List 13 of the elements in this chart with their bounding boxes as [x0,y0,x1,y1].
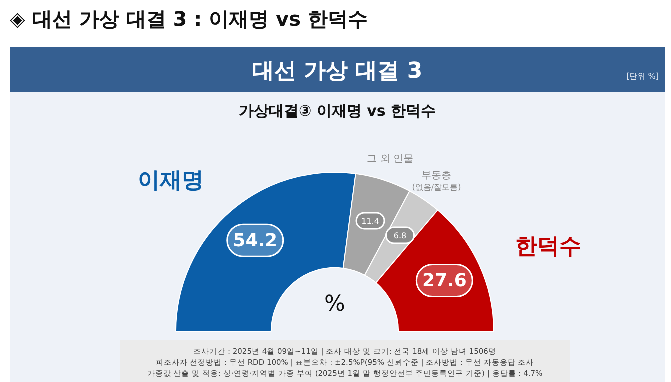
chart-title: ◈ 대선 가상 대결 3 : 이재명 vs 한덕수 [10,6,368,33]
chart-subtitle: 대선 가상 대결 3 [252,59,423,84]
slice-label: 한덕수 [516,234,582,260]
data-label: 54.2 [233,230,278,252]
slice-label: 그 외 인물 [367,154,414,165]
slice-label: 부동층 (없음/잘모름) [412,170,462,192]
text: [단위 %] [626,71,659,82]
text: % [324,292,346,318]
data-label: 11.4 [362,217,380,226]
data-label: 6.8 [394,232,407,241]
data-label: 27.6 [422,270,467,292]
slice-label: 이재명 [138,168,204,194]
text: 가상대결③ 이재명 vs 한덕수 [238,102,438,121]
